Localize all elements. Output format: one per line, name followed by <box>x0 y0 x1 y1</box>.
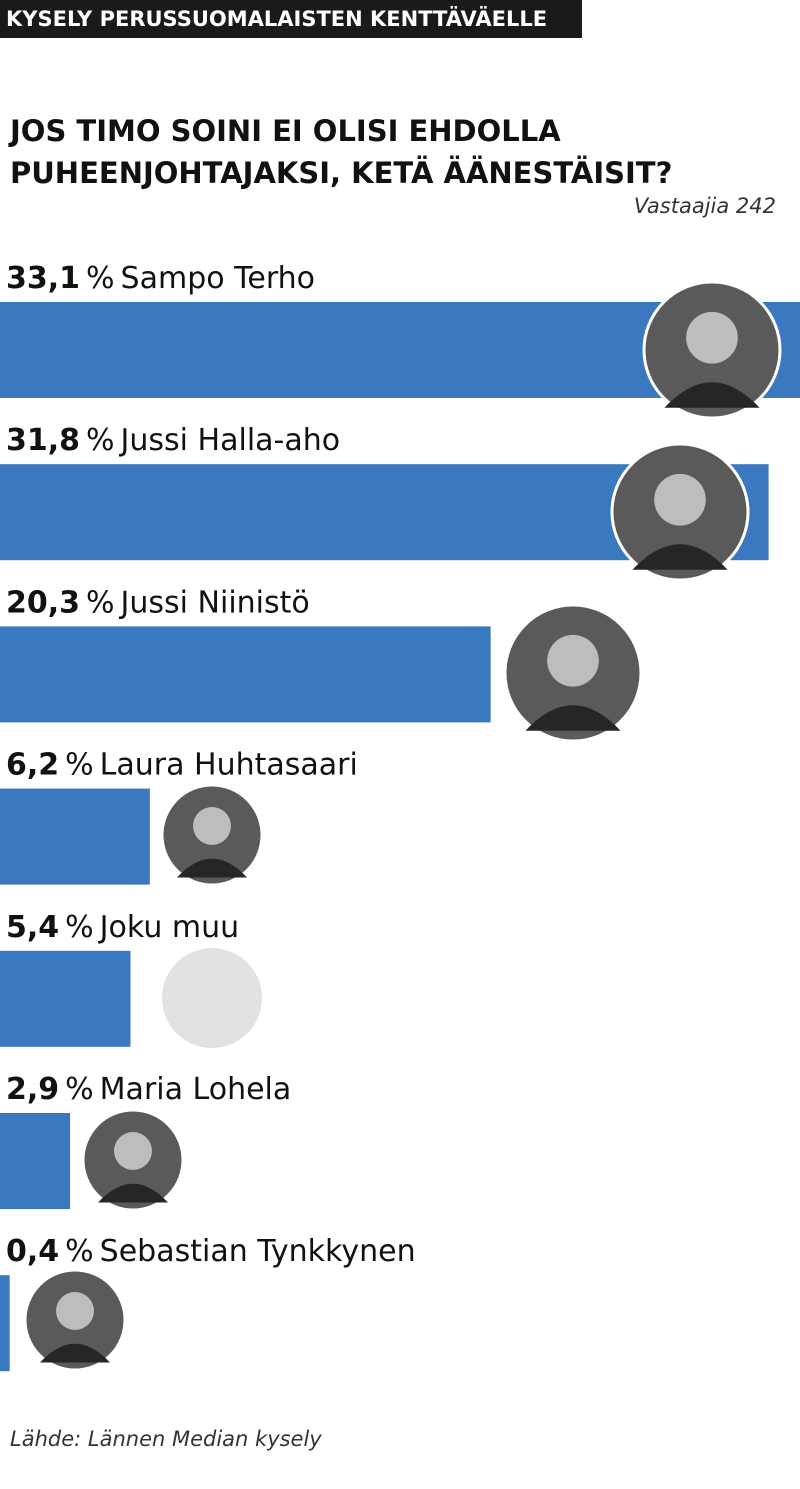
photo-body <box>632 544 728 570</box>
subtitle: Vastaajia 242 <box>633 194 776 218</box>
category-label: Laura Huhtasaari <box>100 748 358 783</box>
bar-label: 31,8% Jussi Halla-aho <box>6 423 340 458</box>
value-label: 20,3 <box>6 585 80 620</box>
photo-body <box>98 1183 168 1203</box>
photo-face <box>56 1292 94 1330</box>
bar <box>0 1275 10 1372</box>
bar-label: 5,4% Joku muu <box>6 910 239 945</box>
source-note: Lähde: Lännen Median kysely <box>10 1427 322 1451</box>
unit-label: % <box>65 748 94 783</box>
unit-label: % <box>86 261 115 296</box>
bar-label: 2,9% Maria Lohela <box>6 1072 291 1107</box>
photo-body <box>664 382 760 408</box>
bar-label: 33,1% Sampo Terho <box>6 261 315 296</box>
unit-label: % <box>65 1072 94 1107</box>
bar <box>0 788 150 885</box>
category-label: Jussi Halla-aho <box>119 423 341 458</box>
photo-face <box>193 807 231 845</box>
value-label: 31,8 <box>6 423 80 458</box>
bar <box>0 950 131 1047</box>
value-label: 33,1 <box>6 261 80 296</box>
photo-face <box>686 311 738 364</box>
value-label: 5,4 <box>6 910 59 945</box>
photo-face <box>547 634 599 687</box>
bar-label: 6,2% Laura Huhtasaari <box>6 748 358 783</box>
category-label: Sebastian Tynkkynen <box>100 1234 416 1269</box>
category-label: Sampo Terho <box>121 261 315 296</box>
photo-body <box>525 705 621 731</box>
value-label: 2,9 <box>6 1072 59 1107</box>
unit-label: % <box>86 423 115 458</box>
category-label: Joku muu <box>98 910 239 945</box>
value-label: 6,2 <box>6 748 59 783</box>
photo-face <box>654 473 706 526</box>
photo-body <box>177 858 247 878</box>
chart-title: JOS TIMO SOINI EI OLISI EHDOLLA PUHEENJO… <box>10 114 673 190</box>
photo-body <box>40 1343 110 1363</box>
category-label: Jussi Niinistö <box>119 585 310 620</box>
bar-label: 20,3% Jussi Niinistö <box>6 585 310 620</box>
bar-label: 0,4% Sebastian Tynkkynen <box>6 1234 416 1269</box>
photo <box>162 948 262 1048</box>
unit-label: % <box>65 1234 94 1269</box>
bar <box>0 1113 71 1209</box>
kicker: KYSELY PERUSSUOMALAISTEN KENTTÄVÄELLE <box>0 0 582 38</box>
bar <box>0 626 491 723</box>
unit-label: % <box>65 910 94 945</box>
value-label: 0,4 <box>6 1234 59 1269</box>
photo-face <box>114 1132 152 1170</box>
category-label: Maria Lohela <box>100 1072 292 1107</box>
unit-label: % <box>86 585 115 620</box>
